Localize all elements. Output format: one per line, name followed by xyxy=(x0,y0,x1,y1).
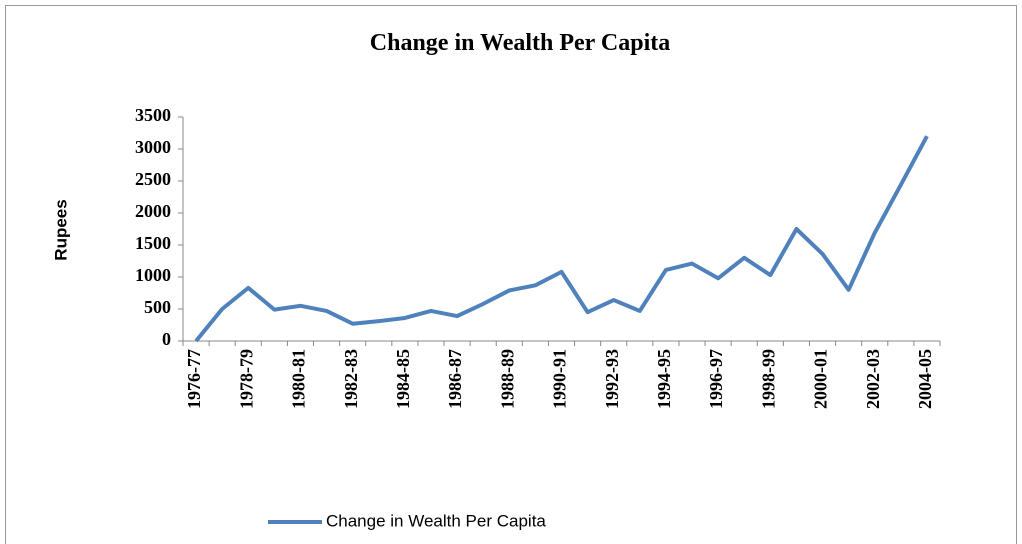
x-tick-label: 2000-01 xyxy=(811,349,831,409)
y-tick-label: 500 xyxy=(144,297,171,317)
chart-frame xyxy=(5,5,1017,544)
x-tick-label: 1990-91 xyxy=(550,349,570,409)
y-tick-label: 0 xyxy=(162,329,171,349)
y-tick-label: 2500 xyxy=(135,169,171,189)
chart-title: Change in Wealth Per Capita xyxy=(370,30,670,56)
x-tick-label: 2004-05 xyxy=(915,349,935,409)
x-tick-label: 1980-81 xyxy=(289,349,309,409)
y-tick-label: 1500 xyxy=(135,233,171,253)
data-line xyxy=(194,135,929,343)
y-tick-label: 2000 xyxy=(135,201,171,221)
y-axis-label: Rupees xyxy=(51,199,70,260)
x-tick-label: 2002-03 xyxy=(863,349,883,409)
x-tick-label: 1976-77 xyxy=(184,349,204,409)
legend-label: Change in Wealth Per Capita xyxy=(326,511,546,530)
x-tick-label: 1992-93 xyxy=(602,349,622,409)
y-tick-label: 1000 xyxy=(135,265,171,285)
x-tick-label: 1984-85 xyxy=(393,349,413,409)
x-tick-label: 1998-99 xyxy=(758,349,778,409)
x-tick-label: 1982-83 xyxy=(341,349,361,409)
x-tick-label: 1996-97 xyxy=(706,349,726,409)
y-tick-label: 3000 xyxy=(135,137,171,157)
x-tick-label: 1988-89 xyxy=(497,349,517,409)
x-tick-label: 1986-87 xyxy=(445,349,465,409)
y-tick-label: 3500 xyxy=(135,105,171,125)
x-tick-label: 1994-95 xyxy=(654,349,674,409)
x-tick-label: 1978-79 xyxy=(236,349,256,409)
